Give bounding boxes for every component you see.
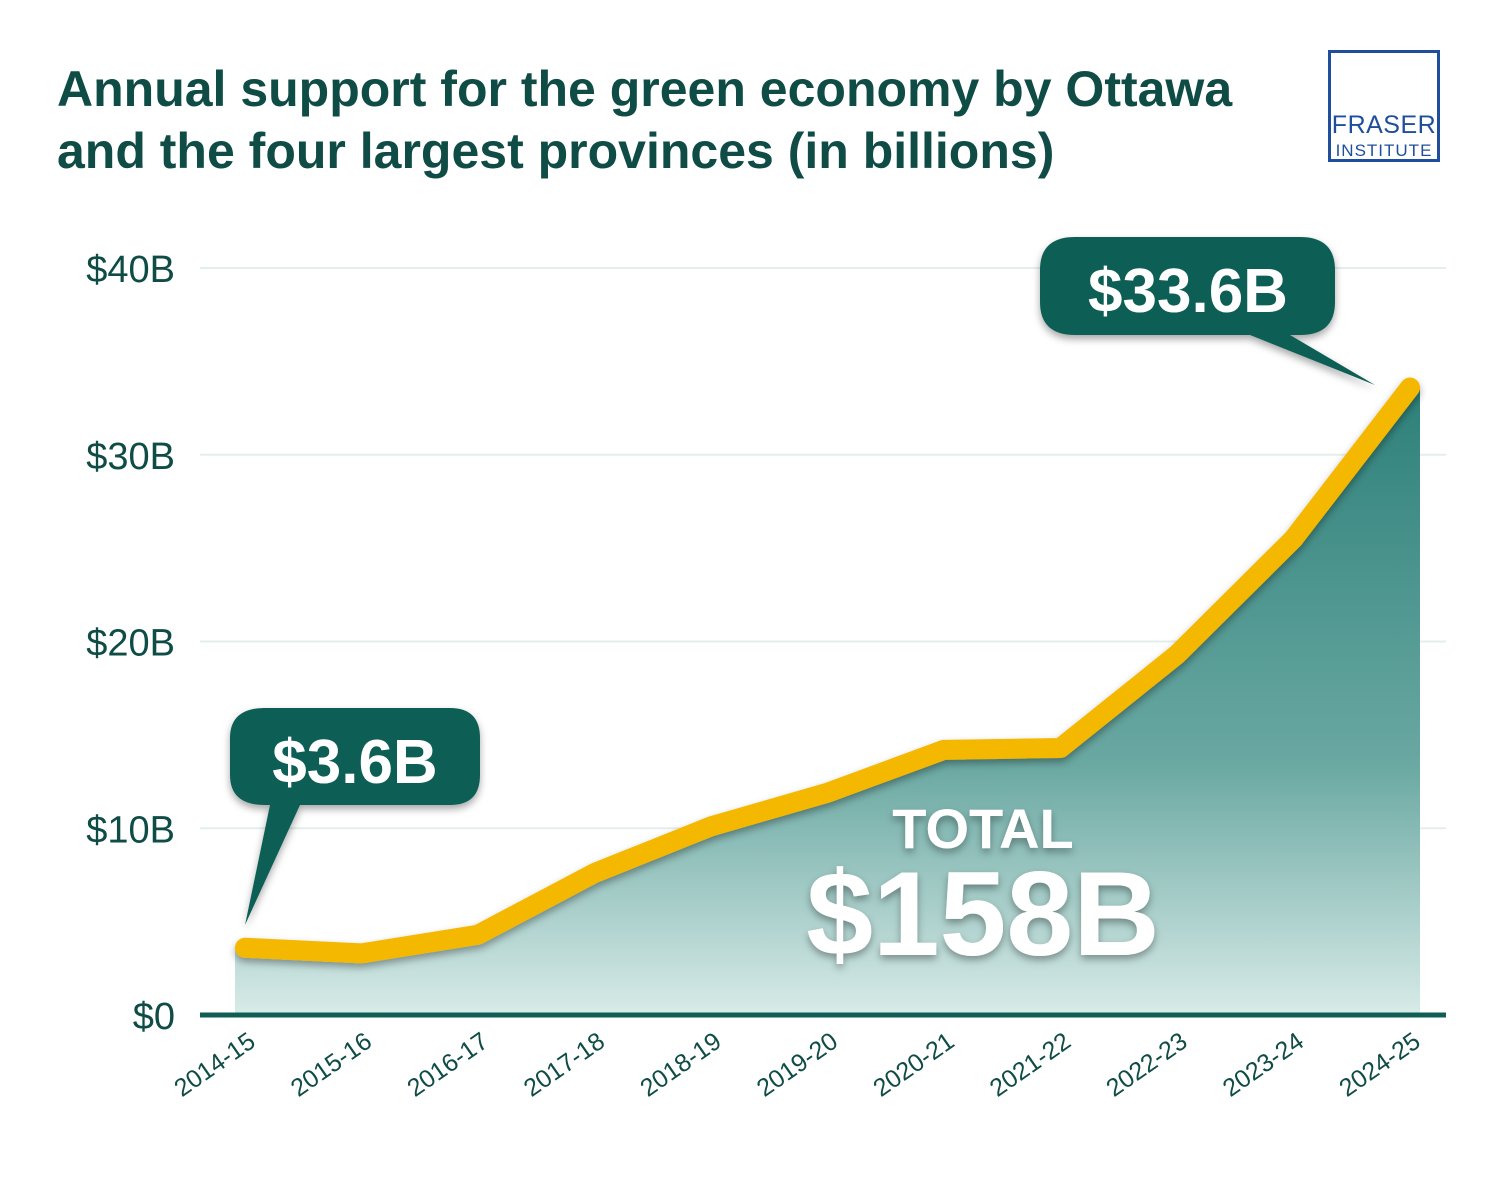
data-point bbox=[826, 791, 829, 794]
y-tick-label: $10B bbox=[86, 809, 175, 851]
data-point bbox=[593, 872, 596, 875]
start-label: $3.6B bbox=[272, 728, 437, 797]
x-tick-label: 2020-21 bbox=[868, 1027, 959, 1103]
logo-line1: FRASER bbox=[1331, 111, 1437, 139]
y-tick-label: $30B bbox=[86, 436, 175, 478]
logo-line2: INSTITUTE bbox=[1335, 141, 1433, 160]
area-fill bbox=[235, 387, 1420, 1015]
y-tick-label: $20B bbox=[86, 623, 175, 665]
total-value: $158B bbox=[806, 847, 1160, 981]
data-point bbox=[477, 933, 479, 936]
x-tick-label: 2019-20 bbox=[752, 1027, 843, 1103]
x-tick-label: 2024-25 bbox=[1334, 1027, 1425, 1103]
x-tick-label: 2015-16 bbox=[286, 1027, 377, 1103]
fraser-institute-logo: FRASER INSTITUTE bbox=[1328, 50, 1440, 162]
chart-title: Annual support for the green economy by … bbox=[57, 61, 1233, 179]
x-tick-label: 2021-22 bbox=[985, 1027, 1076, 1103]
start-callout: $3.6B bbox=[230, 708, 480, 925]
data-point bbox=[943, 748, 945, 751]
x-tick-label: 2014-15 bbox=[169, 1027, 260, 1103]
data-point bbox=[1292, 537, 1295, 540]
y-tick-label: $0 bbox=[133, 996, 175, 1038]
x-tick-label: 2016-17 bbox=[402, 1027, 493, 1103]
data-point bbox=[244, 946, 246, 949]
data-point bbox=[710, 825, 712, 828]
data-point bbox=[1176, 653, 1178, 656]
total-heading: TOTAL bbox=[892, 797, 1073, 860]
x-tick-label: 2017-18 bbox=[519, 1027, 610, 1103]
end-label: $33.6B bbox=[1088, 257, 1288, 326]
x-tick-label: 2023-24 bbox=[1218, 1027, 1309, 1103]
data-point bbox=[360, 952, 363, 955]
x-tick-label: 2018-19 bbox=[635, 1027, 726, 1103]
x-tick-label: 2022-23 bbox=[1101, 1027, 1192, 1103]
data-point bbox=[1059, 746, 1062, 749]
data-point bbox=[1409, 386, 1411, 389]
end-callout: $33.6B bbox=[1040, 237, 1375, 385]
y-tick-label: $40B bbox=[86, 249, 175, 291]
